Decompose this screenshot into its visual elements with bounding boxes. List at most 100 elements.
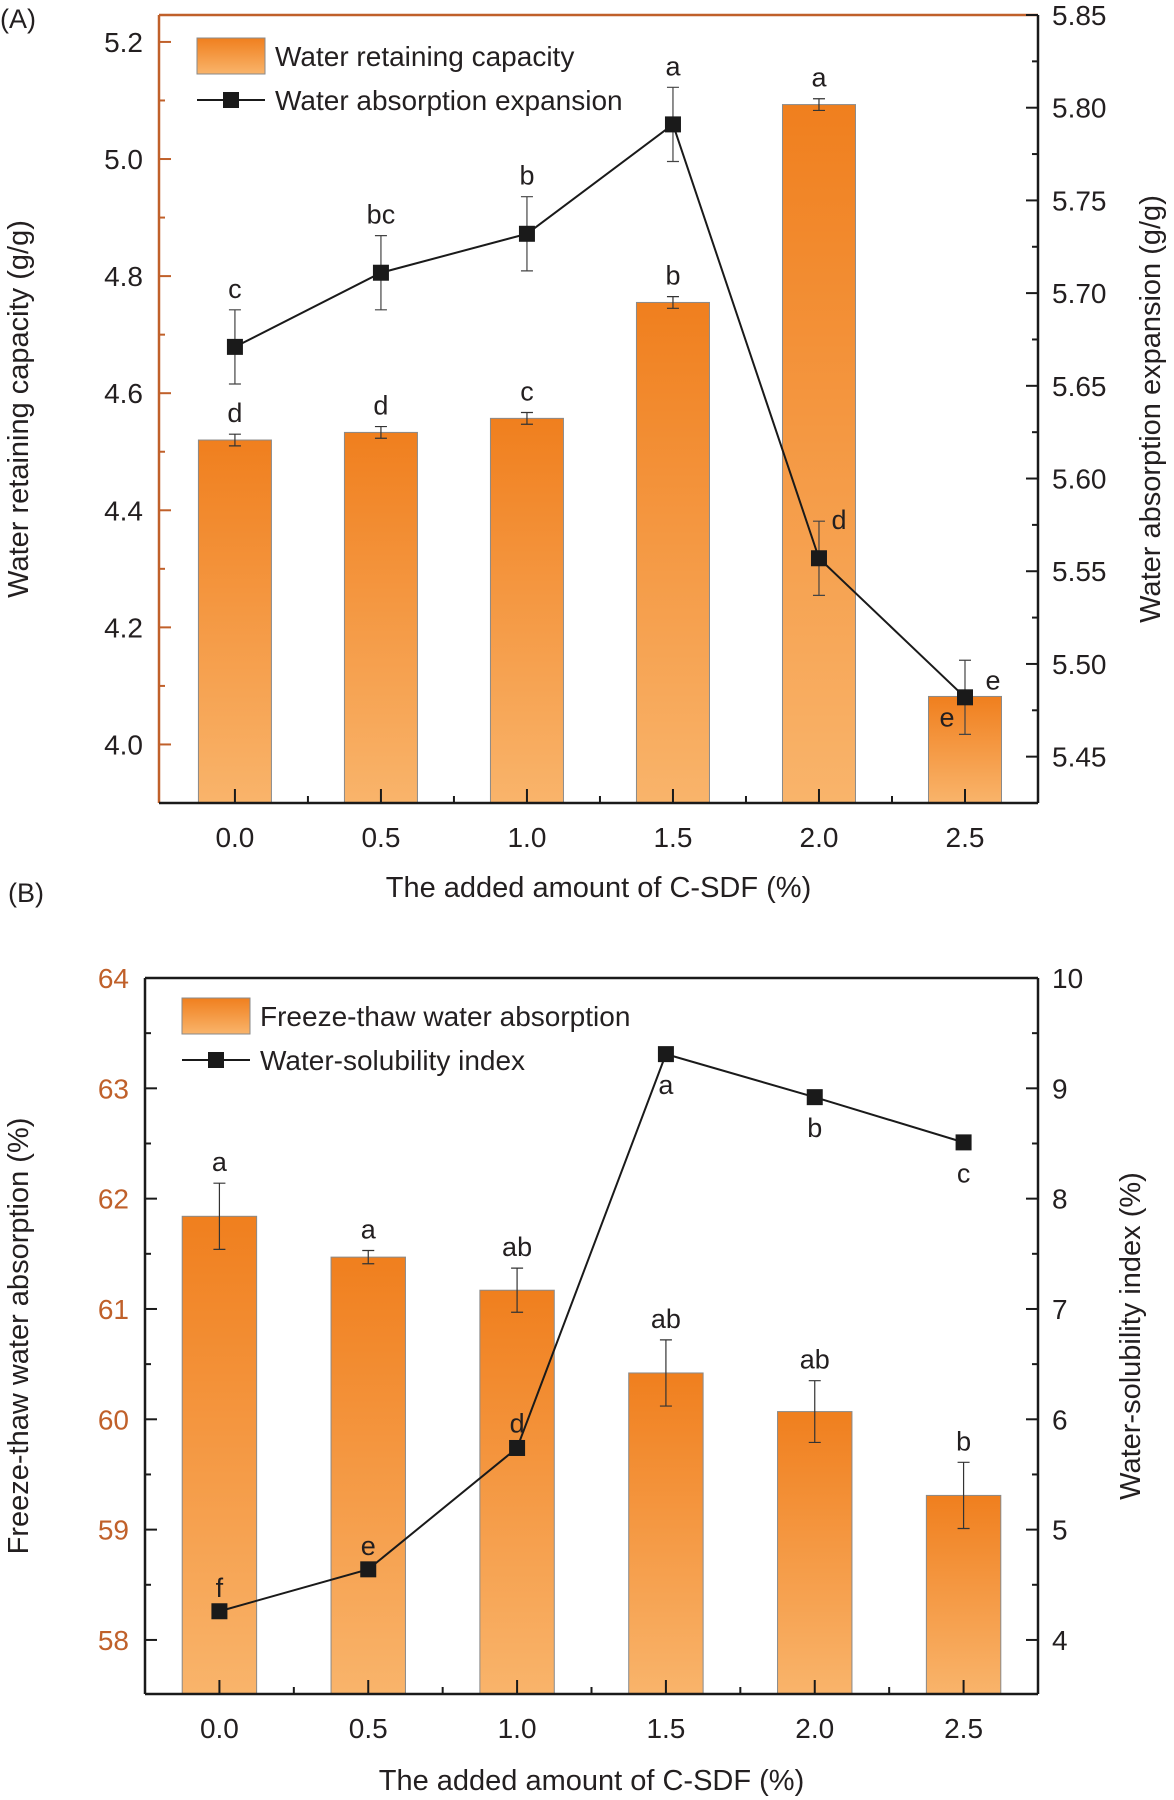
point-significance-letter: a [658,1070,674,1100]
x-tick-label: 0.0 [215,822,254,853]
bar-significance-letter: d [227,398,242,428]
y-tick-label: 59 [98,1515,129,1546]
legend-bar-swatch [196,37,266,75]
y-axis-title: Freeze-thaw water absorption (%) [3,1118,35,1555]
bar-error-bar [362,1249,375,1265]
y-tick-label: 4.2 [104,612,143,643]
x-tick-label: 1.5 [653,822,692,853]
bar-significance-letter: b [665,261,680,291]
x-tick-label: 1.5 [646,1713,685,1744]
legend-bar-label: Freeze-thaw water absorption [260,1001,630,1032]
y2-tick-label: 4 [1052,1625,1068,1656]
point-significance-letter: bc [367,200,396,230]
point-significance-letter: b [519,161,534,191]
data-point [518,225,535,242]
y2-tick-label: 5.70 [1052,278,1107,309]
y-tick-label: 61 [98,1294,129,1325]
bar-error-bar [957,1461,970,1530]
legend-line-label: Water-solubility index [260,1045,525,1076]
y2-tick-label: 5.65 [1052,371,1107,402]
legend-marker-icon [223,92,239,108]
data-point [360,1561,377,1578]
point-significance-letter: c [957,1158,971,1188]
bar [197,439,272,804]
legend-marker-icon [208,1052,224,1068]
x-tick-label: 2.0 [800,822,839,853]
bar-error-bar [659,1339,672,1407]
data-point [372,264,389,281]
data-point [226,338,243,355]
y2-axis-title: Water-solubility index (%) [1115,1172,1147,1500]
x-tick-label: 2.0 [795,1713,834,1744]
x-tick-label: 0.5 [349,1713,388,1744]
y2-tick-label: 5.45 [1052,742,1107,773]
data-point [956,689,973,706]
bar-significance-letter: b [956,1426,971,1456]
y-tick-label: 4.8 [104,261,143,292]
legend-line-label: Water absorption expansion [275,85,623,116]
y-tick-label: 60 [98,1404,129,1435]
point-significance-letter: a [665,51,681,81]
bar-significance-letter: a [212,1147,228,1177]
y2-tick-label: 6 [1052,1404,1068,1435]
bar-significance-letter: e [939,702,954,732]
panel-label: (B) [8,878,44,908]
x-tick-label: 0.5 [361,822,400,853]
bar [781,104,856,804]
bar-significance-letter: ab [800,1345,830,1375]
bar [777,1411,853,1695]
bar [330,1256,406,1695]
y2-tick-label: 5.75 [1052,185,1107,216]
point-significance-letter: f [216,1573,224,1603]
bar-error-bar [520,411,533,425]
data-point [657,1046,674,1063]
bar-error-bar [213,1182,226,1250]
y-tick-label: 5.2 [104,27,143,58]
y2-tick-label: 10 [1052,963,1083,994]
y-tick-label: 58 [98,1625,129,1656]
x-tick-label: 2.5 [944,1713,983,1744]
y-tick-label: 64 [98,963,129,994]
bar [343,431,418,804]
bar-significance-letter: a [811,63,827,93]
bar-error-bar [812,98,825,112]
bar-significance-letter: a [361,1214,377,1244]
y2-tick-label: 5 [1052,1515,1068,1546]
y-tick-label: 5.0 [104,144,143,175]
y-axis-title: Water retaining capacity (g/g) [3,220,35,598]
y2-tick-label: 7 [1052,1294,1068,1325]
bar [181,1215,258,1695]
data-point [509,1439,526,1456]
legend-bar-swatch [181,997,251,1035]
data-point [664,116,681,133]
line-series [219,1052,964,1613]
bar-error-bar [808,1380,821,1444]
x-tick-label: 1.0 [507,822,546,853]
bar-error-bar [666,295,679,309]
bar-significance-letter: ab [651,1304,681,1334]
bar-error-bar [228,433,241,447]
point-significance-letter: c [228,274,242,304]
y2-tick-label: 5.50 [1052,649,1107,680]
legend-bar-label: Water retaining capacity [275,41,574,72]
bar [628,1372,704,1695]
point-significance-letter: d [831,505,846,535]
point-significance-letter: e [361,1531,376,1561]
bar-significance-letter: d [373,391,388,421]
bar [479,1289,555,1695]
bar [635,301,710,804]
x-tick-label: 1.0 [498,1713,537,1744]
data-point [955,1134,972,1151]
x-tick-label: 0.0 [200,1713,239,1744]
x-axis-title: The added amount of C-SDF (%) [386,872,812,904]
point-significance-letter: d [510,1409,525,1439]
bar [489,417,564,804]
point-significance-letter: e [985,665,1000,695]
bar-significance-letter: ab [502,1232,532,1262]
panel-label: (A) [0,4,36,34]
y2-tick-label: 8 [1052,1184,1068,1215]
point-significance-letter: b [807,1113,822,1143]
bar-error-bar [374,425,387,439]
